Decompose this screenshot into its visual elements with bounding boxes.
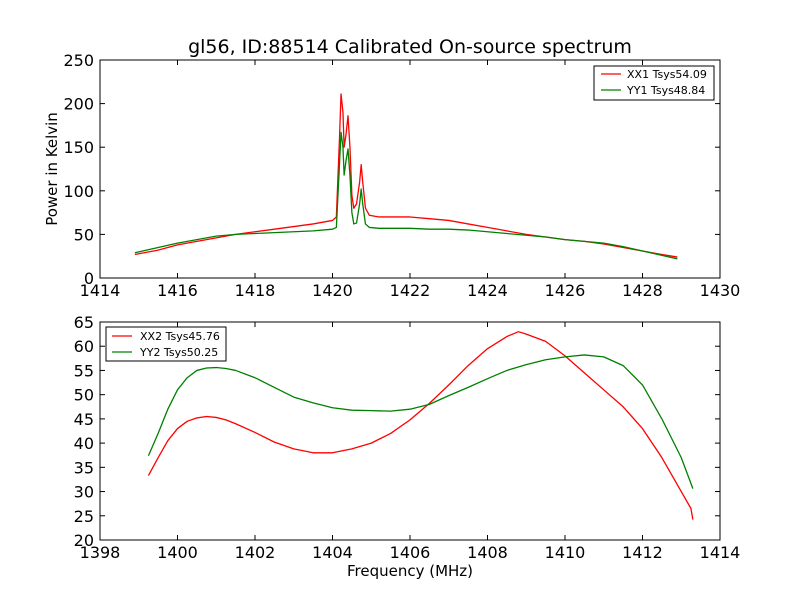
top-y-tick-label: 0 <box>84 269 94 288</box>
top-tick-labels: 1414 1416 1418 1420 1422 1424 1426 1428 1430 0 50 1… <box>63 51 740 300</box>
bottom-y-tick-label: 50 <box>74 386 94 405</box>
bottom-tick-labels: 1398 1400 1402 1404 1406 1408 1410 1412 1414 20 25… <box>74 313 741 562</box>
top-legend: XX1 Tsys54.09 YY1 Tsys48.84 <box>593 65 715 101</box>
bottom-ticks <box>99 321 721 541</box>
chart-title: gl56, ID:88514 Calibrated On-source spec… <box>188 36 632 58</box>
top-y-tick-label: 250 <box>63 51 94 70</box>
bottom-y-tick-label: 20 <box>74 531 94 550</box>
top-legend-box <box>593 65 715 101</box>
legend-label-yy1: YY1 Tsys48.84 <box>626 84 705 97</box>
bottom-y-tick-label: 40 <box>74 434 94 453</box>
bottom-legend: XX2 Tsys45.76 YY2 Tsys50.25 <box>105 326 227 362</box>
series-line-yy1 <box>134 131 678 260</box>
top-x-tick-label: 1422 <box>390 281 431 300</box>
top-x-tick-label: 1428 <box>622 281 663 300</box>
bottom-series-lines <box>147 331 694 520</box>
legend-label-xx1: XX1 Tsys54.09 <box>627 68 707 81</box>
series-line-xx2 <box>147 331 694 520</box>
top-x-tick-label: 1426 <box>545 281 586 300</box>
bottom-y-tick-label: 35 <box>74 458 94 477</box>
top-series-lines <box>134 93 678 260</box>
bottom-legend-box <box>105 326 227 362</box>
top-spectrum-plot: gl56, ID:88514 Calibrated On-source spec… <box>43 36 740 300</box>
bottom-y-tick-label: 25 <box>74 507 94 526</box>
legend-label-xx2: XX2 Tsys45.76 <box>140 330 220 343</box>
bottom-spectrum-plot: 1398 1400 1402 1404 1406 1408 1410 1412 1414 20 25… <box>74 313 741 580</box>
top-y-tick-label: 150 <box>63 138 94 157</box>
top-x-tick-label: 1420 <box>312 281 353 300</box>
bottom-x-tick-label: 1404 <box>312 543 353 562</box>
bottom-x-tick-label: 1406 <box>390 543 431 562</box>
bottom-x-tick-label: 1400 <box>157 543 198 562</box>
bottom-y-tick-label: 60 <box>74 337 94 356</box>
top-x-tick-label: 1416 <box>157 281 198 300</box>
top-x-tick-label: 1430 <box>700 281 741 300</box>
x-axis-label: Frequency (MHz) <box>347 562 473 580</box>
legend-label-yy2: YY2 Tsys50.25 <box>139 346 218 359</box>
top-y-tick-label: 100 <box>63 182 94 201</box>
bottom-x-tick-label: 1398 <box>80 543 121 562</box>
bottom-x-tick-label: 1402 <box>235 543 276 562</box>
series-line-yy2 <box>147 354 694 489</box>
top-x-tick-label: 1414 <box>80 281 121 300</box>
top-y-tick-label: 200 <box>63 95 94 114</box>
bottom-y-tick-label: 65 <box>74 313 94 332</box>
bottom-x-tick-label: 1408 <box>467 543 508 562</box>
top-x-tick-label: 1418 <box>235 281 276 300</box>
bottom-x-tick-label: 1414 <box>700 543 741 562</box>
top-x-tick-label: 1424 <box>467 281 508 300</box>
bottom-y-tick-label: 30 <box>74 483 94 502</box>
bottom-x-tick-label: 1410 <box>545 543 586 562</box>
top-y-axis-label: Power in Kelvin <box>43 112 61 226</box>
bottom-x-tick-label: 1412 <box>622 543 663 562</box>
top-y-tick-label: 50 <box>74 225 94 244</box>
bottom-y-tick-label: 55 <box>74 361 94 380</box>
bottom-y-tick-label: 45 <box>74 410 94 429</box>
top-ticks <box>99 59 721 279</box>
